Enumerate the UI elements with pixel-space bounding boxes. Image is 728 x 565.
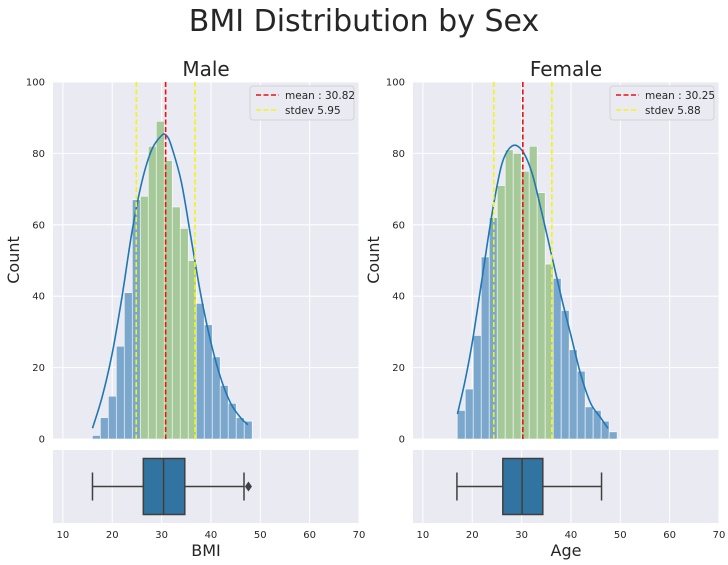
x-tick-label: 50 [254,530,267,541]
x-tick-label: 20 [466,530,479,541]
histogram-bar [195,303,205,440]
x-axis-label-female: Age [551,541,582,560]
y-tick-label: 60 [32,220,45,231]
legend-mean-label: mean : 30.82 [285,90,355,102]
x-tick-label: 20 [106,530,119,541]
histogram-bar [227,402,237,440]
histogram-bar [243,420,253,440]
histogram-bar [91,435,101,440]
legend-stdev-label: stdev 5.95 [285,105,341,117]
histogram-bar [155,120,165,440]
histogram-bar [171,206,181,440]
histogram-bar [179,228,189,440]
y-axis-label-male: Count [4,236,23,284]
x-tick-label: 70 [353,530,366,541]
y-tick-label: 80 [32,149,45,160]
histogram-bar [576,370,586,440]
panel-title-male: Male [182,57,229,81]
x-tick-label: 30 [155,530,168,541]
x-tick-label: 10 [417,530,430,541]
y-tick-label: 0 [39,435,45,446]
histogram-bar [480,256,490,440]
histogram-bar [552,278,562,440]
legend-female: mean : 30.25 stdev 5.88 [609,85,715,121]
histogram-bar [568,349,578,440]
y-tick-label: 20 [32,363,45,374]
histogram-bar [139,195,149,440]
histogram-bar [536,192,546,440]
histogram-bar [115,345,125,440]
histogram-bar [456,410,466,440]
x-tick-label: 40 [565,530,578,541]
y-tick-label: 20 [392,363,405,374]
y-axis-label-female: Count [364,236,383,284]
histogram-bar [608,431,618,440]
x-tick-label: 50 [614,530,627,541]
y-tick-label: 60 [392,220,405,231]
histogram-bar [592,410,602,440]
box-outlier [244,481,252,492]
y-tick-label: 0 [399,435,405,446]
y-tick-label: 80 [392,149,405,160]
histogram-bar [472,335,482,440]
panel-male: 0 20 40 60 80 100 10 20 30 40 50 60 70 Male Count BM… [4,57,365,560]
histogram-bar [123,292,133,440]
legend-mean-label: mean : 30.25 [645,90,715,102]
y-tick-label: 100 [386,78,405,89]
histogram-bar [211,356,221,440]
histogram-bar [464,388,474,440]
histogram-bar [512,153,522,440]
x-axis-label-male: BMI [191,541,221,560]
kde-curve [91,133,249,429]
histogram-bar [99,417,109,440]
histogram-bar [584,406,594,440]
histogram-bar [147,145,157,440]
y-tick-label: 40 [392,292,405,303]
histogram-bar [560,310,570,440]
y-tick-label: 100 [26,78,45,89]
legend-stdev-label: stdev 5.88 [645,105,701,117]
histogram-bar [504,149,514,440]
panel-title-female: Female [530,57,602,81]
histogram-bar [496,185,506,440]
x-tick-label: 70 [713,530,726,541]
legend-male: mean : 30.82 stdev 5.95 [249,85,355,121]
figure-title: BMI Distribution by Sex [189,4,539,39]
histogram-bar [600,420,610,440]
x-tick-label: 10 [57,530,70,541]
histogram-bar [107,395,117,440]
x-tick-label: 40 [205,530,218,541]
x-tick-label: 60 [303,530,316,541]
y-tick-label: 40 [32,292,45,303]
kde-curve [456,144,609,429]
x-tick-label: 30 [515,530,528,541]
x-tick-label: 60 [663,530,676,541]
